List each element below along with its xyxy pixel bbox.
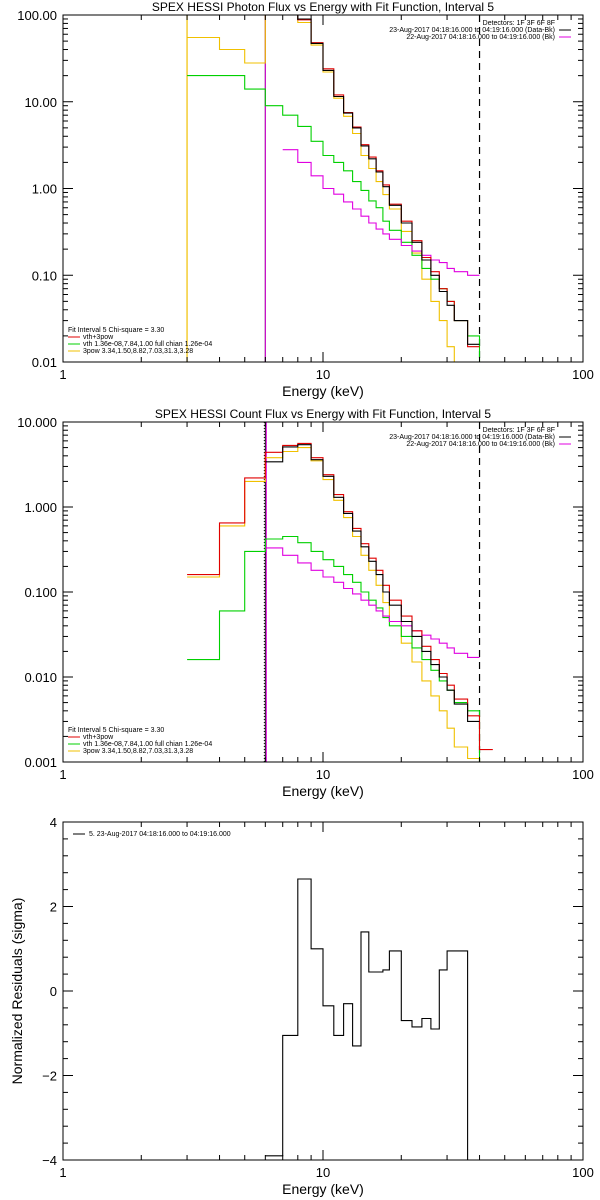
- legend-text: Detectors: 1F 3F 6F 8F: [483, 427, 555, 434]
- chart-panel-1: 1 10 100 0.01 0.10 1.00 10.00 100.00 SPEX HESSI …: [17, 0, 594, 399]
- x-tick-label: 1: [59, 1165, 66, 1180]
- legend-text: 3pow 3.34,1.50,8.82,7.03,31.3,3.28: [83, 748, 193, 755]
- y-tick-label: 0.100: [24, 585, 57, 600]
- series-fit-total: [265, 878, 480, 1160]
- legend-text: vth+3pow: [83, 334, 114, 341]
- series-vth: [187, 535, 493, 762]
- x-tick-label: 10: [316, 767, 330, 782]
- x-axis-label: Energy (keV): [282, 1181, 364, 1197]
- legend-text: Detectors: 1F 3F 6F 8F: [483, 20, 555, 27]
- series-background: [282, 149, 480, 276]
- legend-text: Fit Interval 5 Chi-square = 3.30: [68, 327, 164, 334]
- y-tick-label: 0.010: [24, 670, 57, 685]
- series-vth-plus-3pow: [187, 442, 493, 751]
- y-tick-label: 1.000: [24, 500, 57, 515]
- y-tick-label: 10.00: [24, 95, 57, 110]
- x-tick-label: 10: [316, 367, 330, 382]
- series-fit-total: [297, 15, 480, 345]
- x-tick-label: 100: [572, 767, 594, 782]
- legend-text: vth 1.36e-08,7.84,1.00 full chian 1.26e-…: [83, 341, 212, 348]
- x-tick-label: 10: [316, 1165, 330, 1180]
- legend-text: Fit Interval 5 Chi-square = 3.30: [68, 727, 164, 734]
- legend-text: 23-Aug-2017 04:18:16.000 to 04:19:16.000…: [389, 27, 555, 34]
- x-tick-label: 100: [572, 1165, 594, 1180]
- legend-text: 23-Aug-2017 04:18:16.000 to 04:19:16.000…: [389, 434, 555, 441]
- chart-title: SPEX HESSI Photon Flux vs Energy with Fi…: [152, 0, 494, 14]
- chart-panel-3: 1 10 100 −4 −2 0 2 4 Energy (keV) Normalized Resi…: [9, 815, 594, 1197]
- x-axis-label: Energy (keV): [282, 383, 364, 399]
- y-axis-label: Normalized Residuals (sigma): [9, 898, 25, 1085]
- series-background: [265, 547, 480, 658]
- legend-text: vth 1.36e-08,7.84,1.00 full chian 1.26e-…: [83, 741, 212, 748]
- x-axis-label: Energy (keV): [282, 783, 364, 799]
- x-tick-label: 100: [572, 367, 594, 382]
- y-tick-label: −2: [42, 1069, 57, 1084]
- y-tick-label: 0.001: [24, 755, 57, 770]
- y-tick-label: 0.10: [32, 268, 57, 283]
- y-tick-label: 4: [50, 815, 57, 830]
- y-tick-label: 0: [50, 984, 57, 999]
- x-tick-label: 1: [59, 367, 66, 382]
- series-bpow: [187, 15, 455, 362]
- y-tick-label: 2: [50, 900, 57, 915]
- series-bpow: [187, 447, 493, 762]
- series-vth: [187, 75, 493, 362]
- legend-text: 22-Aug-2017 04:18:16.000 to 04:19:16.000…: [406, 34, 555, 41]
- series-fit-total: [265, 444, 480, 722]
- y-tick-label: 0.01: [32, 355, 57, 370]
- y-tick-label: 100.00: [17, 8, 57, 23]
- chart-panel-2: 1 10 100 0.001 0.010 0.100 1.000 10.000 SPEX HES…: [17, 407, 594, 799]
- x-tick-label: 1: [59, 767, 66, 782]
- series-vth-plus-3pow: [297, 15, 480, 348]
- y-tick-label: −4: [42, 1153, 57, 1168]
- legend-text: 3pow 3.34,1.50,8.82,7.03,31.3,3.28: [83, 348, 193, 355]
- y-tick-label: 1.00: [32, 182, 57, 197]
- legend-text: 22-Aug-2017 04:18:16.000 to 04:19:16.000…: [406, 441, 555, 448]
- legend-text: 5. 23-Aug-2017 04:18:16.000 to 04:19:16.…: [89, 831, 231, 838]
- legend-text: vth+3pow: [83, 734, 114, 741]
- chart-title: SPEX HESSI Count Flux vs Energy with Fit…: [155, 407, 491, 421]
- y-tick-label: 10.000: [17, 415, 57, 430]
